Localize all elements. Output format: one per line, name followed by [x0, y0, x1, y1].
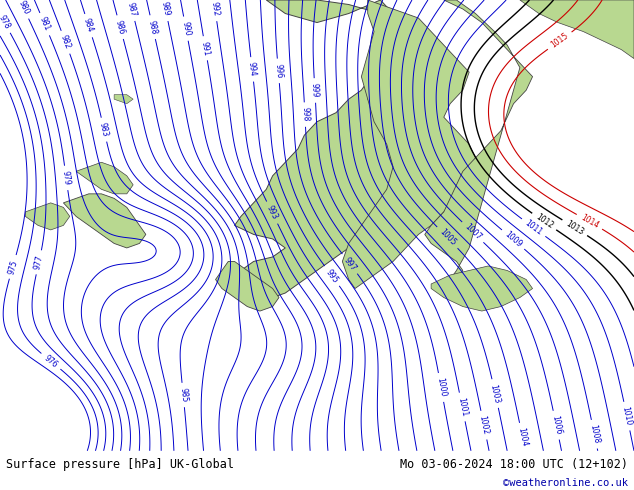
Text: 975: 975	[6, 259, 19, 275]
Text: 1000: 1000	[435, 377, 447, 398]
Text: 1002: 1002	[477, 415, 490, 436]
Polygon shape	[216, 262, 279, 311]
Text: 984: 984	[82, 17, 95, 34]
Text: 1013: 1013	[564, 219, 585, 237]
Text: 976: 976	[42, 353, 60, 369]
Text: 979: 979	[61, 170, 72, 186]
Text: 990: 990	[180, 21, 191, 37]
Text: 985: 985	[178, 388, 188, 403]
Polygon shape	[342, 0, 476, 289]
Text: 995: 995	[324, 268, 340, 285]
Text: ©weatheronline.co.uk: ©weatheronline.co.uk	[503, 478, 628, 488]
Text: 989: 989	[160, 1, 171, 17]
Polygon shape	[520, 0, 634, 59]
Text: 1006: 1006	[550, 415, 562, 436]
Text: 987: 987	[126, 1, 138, 17]
Text: 997: 997	[342, 255, 358, 272]
Text: 1014: 1014	[579, 213, 600, 230]
Polygon shape	[114, 95, 133, 104]
Text: 992: 992	[210, 1, 221, 17]
Text: 988: 988	[146, 19, 158, 35]
Text: 1007: 1007	[463, 222, 483, 242]
Text: 980: 980	[16, 0, 30, 16]
Polygon shape	[235, 0, 425, 302]
Text: 981: 981	[37, 16, 51, 32]
Text: 999: 999	[310, 83, 320, 98]
Text: 1005: 1005	[437, 227, 457, 247]
Text: 991: 991	[200, 40, 211, 56]
Text: 996: 996	[273, 63, 283, 78]
Polygon shape	[431, 266, 533, 311]
Text: 1004: 1004	[516, 427, 529, 448]
Text: 1009: 1009	[503, 230, 524, 249]
Text: 1008: 1008	[588, 424, 600, 444]
Text: 1015: 1015	[549, 31, 570, 50]
Text: 998: 998	[300, 107, 310, 122]
Text: 1001: 1001	[456, 397, 469, 417]
Text: 1012: 1012	[534, 213, 555, 231]
Polygon shape	[25, 203, 70, 230]
Text: Mo 03-06-2024 18:00 UTC (12+102): Mo 03-06-2024 18:00 UTC (12+102)	[399, 458, 628, 471]
Text: Surface pressure [hPa] UK-Global: Surface pressure [hPa] UK-Global	[6, 458, 235, 471]
Text: 986: 986	[114, 19, 126, 35]
Text: 1003: 1003	[489, 383, 501, 404]
Text: 1011: 1011	[523, 219, 544, 237]
Text: 983: 983	[98, 122, 110, 138]
Text: 994: 994	[247, 62, 257, 77]
Text: 1010: 1010	[621, 406, 633, 426]
Polygon shape	[63, 194, 146, 248]
Polygon shape	[76, 162, 133, 194]
Text: 982: 982	[59, 34, 72, 50]
Polygon shape	[425, 0, 533, 289]
Text: 978: 978	[0, 14, 11, 30]
Text: 993: 993	[265, 204, 280, 221]
Text: 977: 977	[33, 254, 45, 270]
